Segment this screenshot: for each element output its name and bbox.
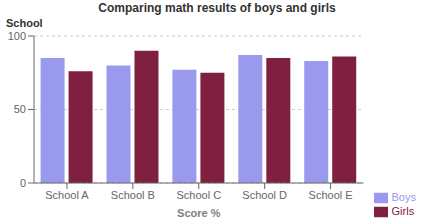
- svg-text:0: 0: [20, 177, 26, 189]
- svg-text:100: 100: [8, 30, 26, 42]
- svg-text:Score %: Score %: [177, 207, 221, 219]
- svg-text:50: 50: [14, 103, 26, 115]
- svg-text:School D: School D: [242, 189, 287, 201]
- html-text:School: School: [6, 17, 43, 29]
- html-text:Girls: Girls: [391, 204, 415, 217]
- svg-text:School E: School E: [309, 189, 353, 201]
- svg-text:School B: School B: [111, 189, 155, 201]
- svg-text:School C: School C: [176, 189, 221, 201]
- html-text:Comparing math results of boys: Comparing math results of boys and girls: [98, 1, 336, 15]
- svg-text:School A: School A: [45, 189, 89, 201]
- html-text:Boys: Boys: [391, 190, 416, 203]
